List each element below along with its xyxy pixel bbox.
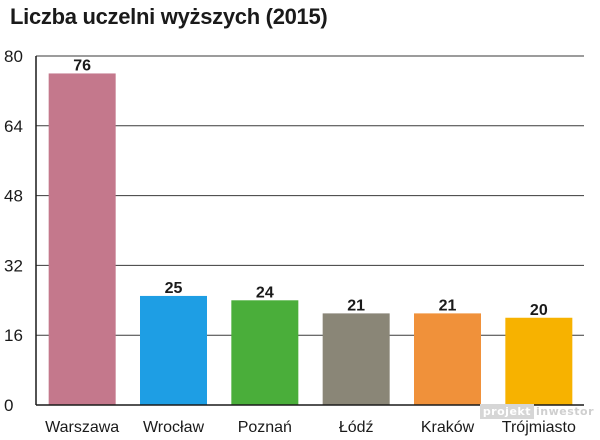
- category-label-3: Łódź: [339, 419, 374, 436]
- category-label-4: Kraków: [421, 419, 475, 436]
- watermark-part1: projekt: [479, 404, 534, 419]
- category-label-0: Warszawa: [45, 419, 119, 436]
- y-tick-label-64: 64: [4, 117, 23, 136]
- watermark-logo: projekt inwestor: [479, 404, 594, 419]
- y-tick-label-48: 48: [4, 187, 23, 206]
- bar-2: [231, 300, 299, 405]
- labels: 0 16 32 48 64 80 76 Warszawa 25 Wrocław 24 Poznań 21…: [4, 47, 576, 436]
- value-label-1: 25: [165, 280, 183, 297]
- bar-4: [414, 313, 481, 405]
- value-label-3: 21: [347, 297, 365, 314]
- value-label-2: 24: [256, 284, 274, 301]
- y-tick-label-16: 16: [4, 326, 23, 345]
- category-label-5: Trójmiasto: [502, 419, 576, 436]
- value-label-5: 20: [530, 302, 548, 319]
- bar-1: [140, 295, 207, 405]
- watermark-part2: inwestor: [535, 405, 594, 418]
- category-label-1: Wrocław: [143, 419, 204, 436]
- value-label-4: 21: [439, 297, 457, 314]
- category-label-2: Poznań: [238, 419, 292, 436]
- y-tick-label-80: 80: [4, 47, 23, 66]
- bar-5: [505, 317, 573, 405]
- y-tick-label-0: 0: [4, 396, 13, 415]
- chart-title: Liczba uczelni wyższych (2015): [10, 4, 328, 29]
- bars: [48, 73, 573, 405]
- bar-3: [322, 313, 390, 405]
- y-tick-label-32: 32: [4, 256, 23, 275]
- bar-0: [48, 73, 116, 405]
- value-label-0: 76: [73, 57, 91, 74]
- gridlines: [36, 55, 584, 336]
